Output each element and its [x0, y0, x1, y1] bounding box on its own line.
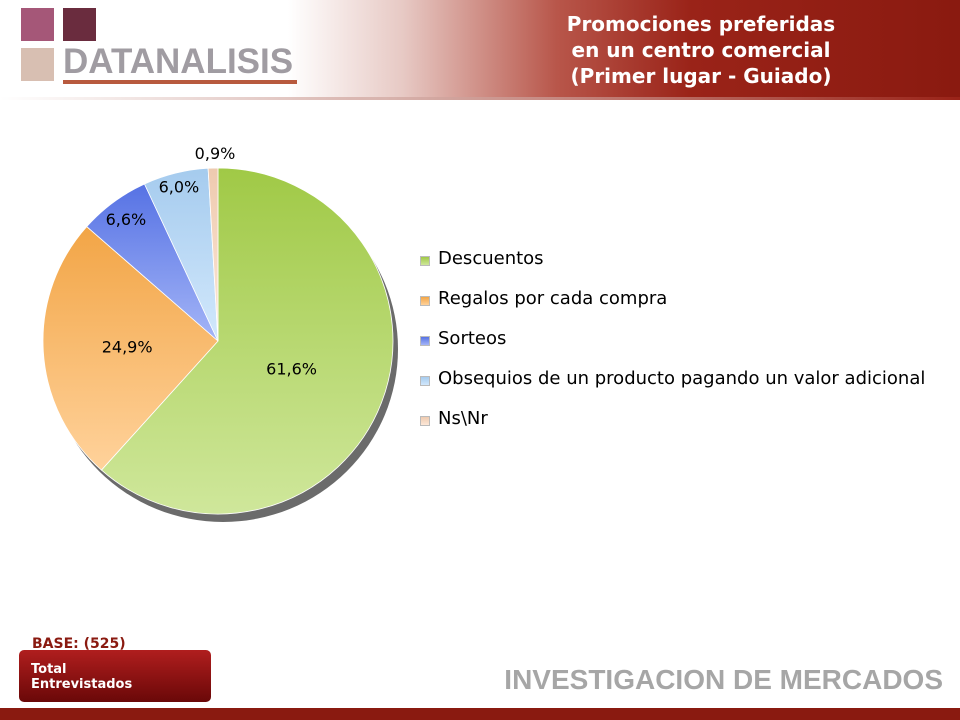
chart-title: Promociones preferidas en un centro come…: [536, 11, 866, 89]
pie-slice-ns-nr: [207, 167, 219, 342]
base-box: Total Entrevistados: [19, 650, 211, 702]
pie-data-label: 61,6%: [266, 360, 317, 379]
chart-title-line-1: Promociones preferidas: [566, 12, 836, 36]
legend-swatch: [420, 376, 430, 386]
logo-square-1: [21, 8, 54, 41]
logo-square-2: [63, 8, 96, 41]
legend-label: Ns\Nr: [438, 408, 488, 429]
footer-bar: [0, 708, 960, 720]
legend-label: Obsequios de un producto pagando un valo…: [438, 368, 926, 389]
logo-wordmark: DATANALISIS: [63, 42, 294, 81]
footer-tagline: INVESTIGACION DE MERCADOS: [504, 664, 943, 695]
pie-data-label: 24,9%: [102, 337, 153, 356]
legend-label: Regalos por cada compra: [438, 288, 668, 309]
legend-swatch: [420, 416, 430, 426]
base-box-line-1: Total: [31, 662, 67, 677]
legend-label: Sorteos: [438, 328, 507, 349]
pie-data-label: 6,0%: [159, 178, 200, 197]
legend-swatch: [420, 336, 430, 346]
logo-underline: [63, 80, 297, 84]
legend-swatch: [420, 256, 430, 266]
base-box-line-2: Entrevistados: [31, 677, 133, 692]
pie-slice-descuentos: [100, 167, 394, 515]
chart-title-line-2: en un centro comercial: [571, 38, 831, 62]
pie-data-label: 0,9%: [195, 144, 236, 163]
header-divider: [0, 97, 960, 100]
legend-swatch: [420, 296, 430, 306]
base-label: BASE: (525): [32, 636, 126, 652]
legend-label: Descuentos: [438, 248, 544, 269]
chart-title-line-3: (Primer lugar - Guiado): [570, 64, 832, 88]
pie-data-label: 6,6%: [106, 210, 147, 229]
pie-slice-regalos-por-cada-compra: [42, 226, 219, 471]
base-box-text: Total Entrevistados: [31, 662, 132, 692]
logo-square-3: [21, 48, 54, 81]
